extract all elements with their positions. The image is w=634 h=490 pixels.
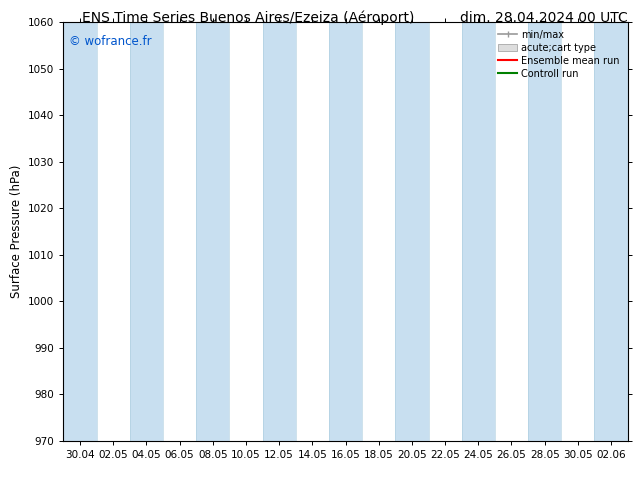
Bar <box>96 22 130 441</box>
Bar <box>130 22 163 441</box>
Y-axis label: Surface Pressure (hPa): Surface Pressure (hPa) <box>10 165 23 298</box>
Bar <box>262 22 295 441</box>
Bar <box>429 22 462 441</box>
Bar <box>595 22 628 441</box>
Bar <box>396 22 429 441</box>
Bar <box>528 22 561 441</box>
Bar <box>561 22 595 441</box>
Text: dim. 28.04.2024 00 UTC: dim. 28.04.2024 00 UTC <box>460 11 628 25</box>
Bar <box>329 22 362 441</box>
Text: ENS Time Series Buenos Aires/Ezeiza (Aéroport): ENS Time Series Buenos Aires/Ezeiza (Aér… <box>82 11 415 25</box>
Text: © wofrance.fr: © wofrance.fr <box>69 35 152 48</box>
Bar <box>495 22 528 441</box>
Bar <box>163 22 196 441</box>
Bar <box>362 22 396 441</box>
Bar <box>295 22 329 441</box>
Bar <box>230 22 262 441</box>
Bar <box>63 22 96 441</box>
Legend: min/max, acute;cart type, Ensemble mean run, Controll run: min/max, acute;cart type, Ensemble mean … <box>495 27 623 81</box>
Bar <box>462 22 495 441</box>
Bar <box>196 22 230 441</box>
